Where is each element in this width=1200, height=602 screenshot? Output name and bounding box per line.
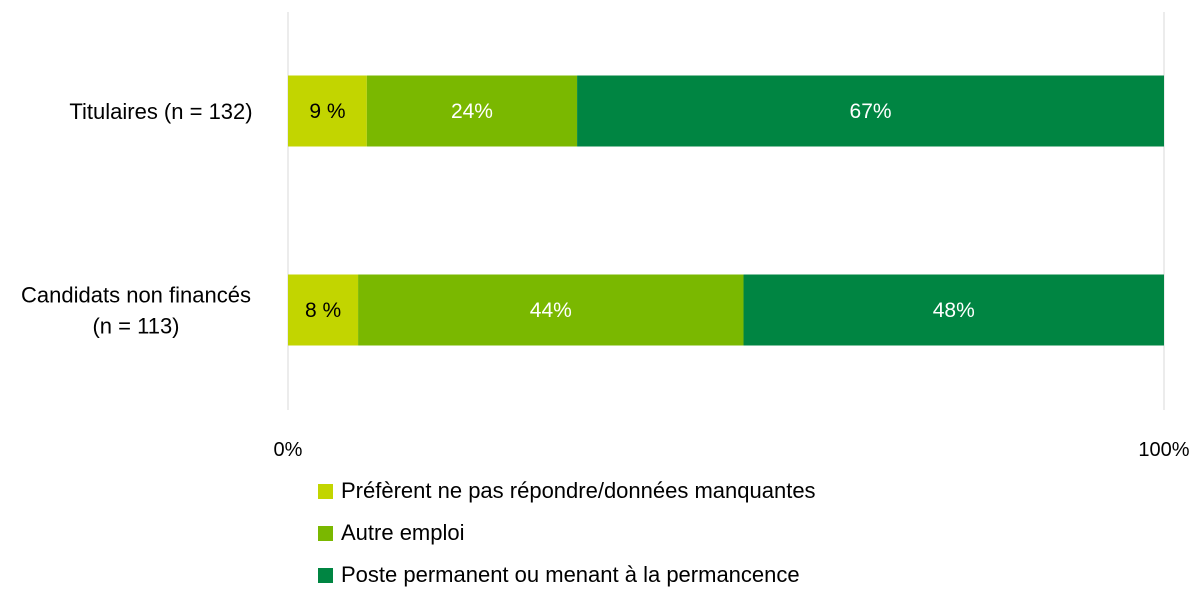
gridlines [287,12,1165,410]
legend-label: Autre emploi [341,520,465,545]
category-labels: Titulaires (n = 132) Candidats non financ… [21,99,253,339]
bars: 9 % 24% 67% 8 % 44% 48% [288,75,1164,346]
bar-segment [366,75,578,147]
data-label: 24% [451,100,493,123]
data-label: 9 % [309,100,345,123]
chart: 9 % 24% 67% 8 % 44% 48% Titulaires (n = 132) C… [21,12,1190,461]
bar-segment [288,274,359,346]
legend-item: Préfèrent ne pas répondre/données manqua… [318,470,816,512]
data-label: 44% [530,299,572,322]
bar-segment [577,75,1164,147]
legend-item: Autre emploi [318,512,816,554]
legend-swatch [318,567,333,583]
legend: Préfèrent ne pas répondre/données manqua… [318,470,816,596]
legend-swatch [318,483,333,499]
bar-segment [288,75,367,147]
data-label: 67% [850,100,892,123]
legend-label: Poste permanent ou menant à la permancen… [341,562,800,587]
x-axis-ticks: 0% 100% [274,439,1190,461]
legend-item: Poste permanent ou menant à la permancen… [318,554,816,596]
bar-segment [743,274,1164,346]
legend-swatch [318,525,333,541]
category-label: Candidats non financés (n = 113) [21,283,251,339]
tick-label: 100% [1138,439,1189,461]
data-label: 48% [933,299,975,322]
bar-segment [358,274,744,346]
legend-label: Préfèrent ne pas répondre/données manqua… [341,478,816,503]
data-label: 8 % [305,299,341,322]
category-label: Titulaires (n = 132) [69,99,252,124]
tick-label: 0% [274,439,303,461]
